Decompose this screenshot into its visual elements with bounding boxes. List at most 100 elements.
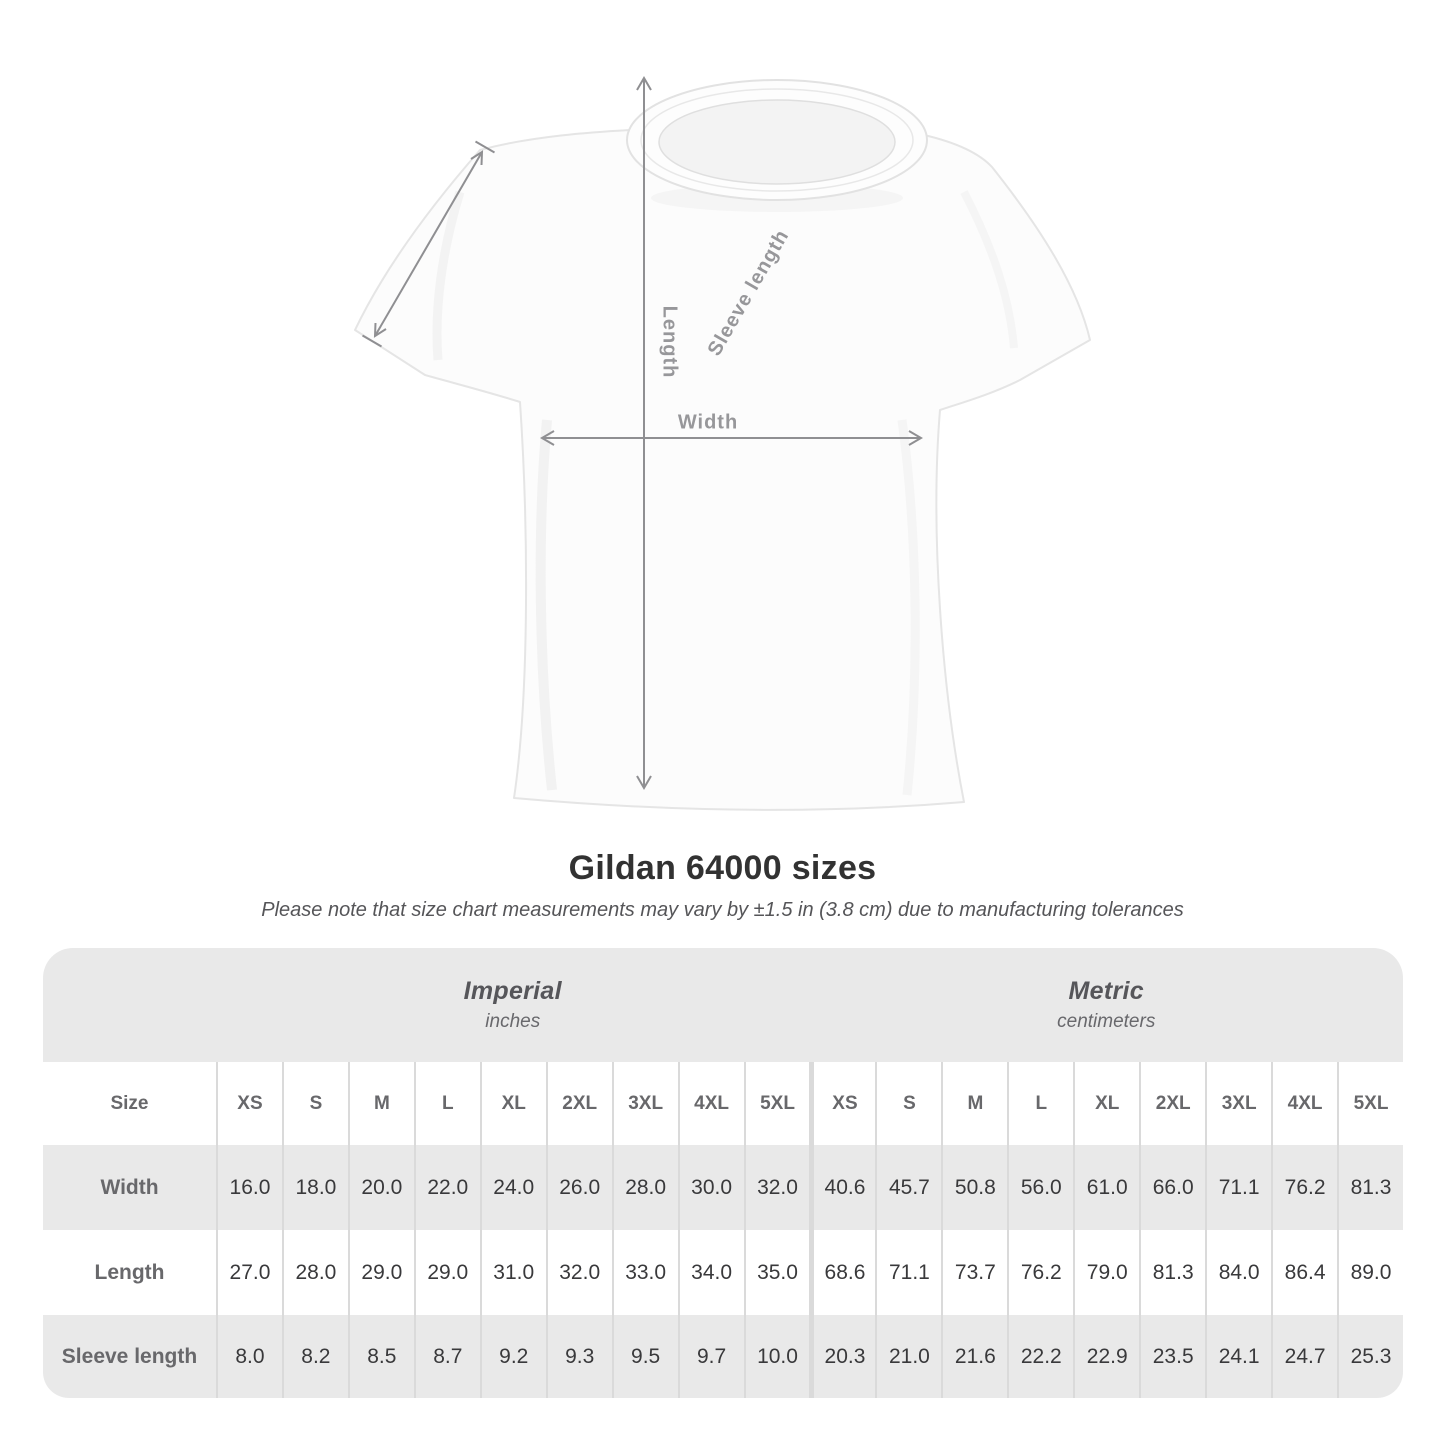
value-width-metric-2xl: 66.0 bbox=[1139, 1145, 1206, 1230]
tshirt-silhouette bbox=[354, 79, 1091, 811]
col-header-metric-5xl: 5XL bbox=[1337, 1062, 1403, 1145]
width-label: Width bbox=[677, 411, 739, 434]
col-header-imperial-4xl: 4XL bbox=[677, 1062, 744, 1145]
collar bbox=[626, 79, 928, 201]
length-arrow bbox=[636, 76, 652, 790]
value-sleeve-length-metric-l: 22.2 bbox=[1007, 1315, 1074, 1398]
value-sleeve-length-metric-m: 21.6 bbox=[941, 1315, 1008, 1398]
value-length-metric-s: 71.1 bbox=[875, 1230, 941, 1315]
value-width-imperial-l: 22.0 bbox=[413, 1145, 480, 1230]
imperial-label: Imperial bbox=[463, 977, 562, 1005]
value-width-metric-xl: 61.0 bbox=[1073, 1145, 1140, 1230]
value-length-imperial-5xl: 35.0 bbox=[743, 1230, 810, 1315]
measurement-arrows bbox=[361, 76, 923, 790]
value-sleeve-length-metric-5xl: 25.3 bbox=[1337, 1315, 1403, 1398]
row-label-length: Length bbox=[94, 1260, 165, 1284]
value-width-imperial-4xl: 30.0 bbox=[677, 1145, 744, 1230]
value-width-imperial-5xl: 32.0 bbox=[743, 1145, 810, 1230]
value-length-metric-5xl: 89.0 bbox=[1337, 1230, 1403, 1315]
width-arrow bbox=[540, 430, 923, 446]
value-sleeve-length-imperial-4xl: 9.7 bbox=[677, 1315, 744, 1398]
value-sleeve-length-imperial-m: 8.5 bbox=[347, 1315, 414, 1398]
value-length-metric-4xl: 86.4 bbox=[1271, 1230, 1337, 1315]
col-header-imperial-3xl: 3XL bbox=[611, 1062, 678, 1145]
sleeve-crease-right bbox=[960, 190, 1018, 349]
col-header-imperial-l: L bbox=[413, 1062, 480, 1145]
col-header-metric-xs: XS bbox=[809, 1062, 875, 1145]
sleeve-arrow bbox=[361, 140, 496, 348]
size-column-header: Size bbox=[110, 1092, 149, 1114]
col-header-imperial-s: S bbox=[281, 1062, 348, 1145]
value-width-metric-m: 50.8 bbox=[941, 1145, 1008, 1230]
tolerance-note: Please note that size chart measurements… bbox=[261, 899, 1184, 921]
value-sleeve-length-metric-3xl: 24.1 bbox=[1205, 1315, 1272, 1398]
value-width-imperial-m: 20.0 bbox=[347, 1145, 414, 1230]
row-label-sleeve-length: Sleeve length bbox=[43, 1315, 216, 1398]
value-length-imperial-m: 29.0 bbox=[347, 1230, 414, 1315]
value-width-metric-l: 56.0 bbox=[1007, 1145, 1074, 1230]
value-width-metric-s: 45.7 bbox=[875, 1145, 942, 1230]
value-width-imperial-s: 18.0 bbox=[281, 1145, 348, 1230]
metric-label: Metric bbox=[1068, 977, 1144, 1005]
value-width-imperial-2xl: 26.0 bbox=[545, 1145, 612, 1230]
value-length-imperial-3xl: 33.0 bbox=[611, 1230, 678, 1315]
value-length-metric-3xl: 84.0 bbox=[1205, 1230, 1271, 1315]
value-width-imperial-xs: 16.0 bbox=[216, 1145, 282, 1230]
value-sleeve-length-imperial-2xl: 9.3 bbox=[545, 1315, 612, 1398]
value-length-imperial-l: 29.0 bbox=[413, 1230, 480, 1315]
col-header-imperial-m: M bbox=[347, 1062, 414, 1145]
value-width-metric-4xl: 76.2 bbox=[1271, 1145, 1338, 1230]
value-length-imperial-xl: 31.0 bbox=[479, 1230, 546, 1315]
value-length-imperial-s: 28.0 bbox=[281, 1230, 348, 1315]
table-corner-spacer bbox=[43, 948, 216, 1062]
value-length-metric-l: 76.2 bbox=[1007, 1230, 1073, 1315]
page-title: Gildan 64000 sizes bbox=[568, 849, 877, 887]
value-length-metric-xl: 79.0 bbox=[1073, 1230, 1139, 1315]
value-width-metric-xs: 40.6 bbox=[809, 1145, 876, 1230]
value-length-metric-m: 73.7 bbox=[941, 1230, 1007, 1315]
col-header-imperial-5xl: 5XL bbox=[743, 1062, 810, 1145]
length-label: Length bbox=[658, 305, 681, 379]
imperial-section-header: Imperial inches bbox=[216, 948, 810, 1062]
value-sleeve-length-metric-xl: 22.9 bbox=[1073, 1315, 1140, 1398]
value-sleeve-length-metric-xs: 20.3 bbox=[809, 1315, 876, 1398]
value-width-imperial-3xl: 28.0 bbox=[611, 1145, 678, 1230]
col-header-metric-xl: XL bbox=[1073, 1062, 1139, 1145]
value-sleeve-length-imperial-3xl: 9.5 bbox=[611, 1315, 678, 1398]
value-sleeve-length-imperial-l: 8.7 bbox=[413, 1315, 480, 1398]
value-sleeve-length-imperial-xl: 9.2 bbox=[479, 1315, 546, 1398]
col-header-metric-4xl: 4XL bbox=[1271, 1062, 1337, 1145]
tshirt-graphic bbox=[354, 76, 1091, 811]
col-header-metric-m: M bbox=[941, 1062, 1007, 1145]
col-header-metric-2xl: 2XL bbox=[1139, 1062, 1205, 1145]
metric-section-header: Metric centimeters bbox=[809, 948, 1403, 1062]
row-label-width: Width bbox=[43, 1145, 216, 1230]
value-length-imperial-4xl: 34.0 bbox=[677, 1230, 744, 1315]
value-sleeve-length-imperial-s: 8.2 bbox=[281, 1315, 348, 1398]
value-length-metric-2xl: 81.3 bbox=[1139, 1230, 1205, 1315]
value-width-metric-3xl: 71.1 bbox=[1205, 1145, 1272, 1230]
col-header-metric-3xl: 3XL bbox=[1205, 1062, 1271, 1145]
body-fold-right bbox=[897, 419, 920, 796]
col-header-imperial-xl: XL bbox=[479, 1062, 546, 1145]
tshirt-diagram: Sleeve length Length Width bbox=[342, 50, 1112, 830]
col-header-imperial-xs: XS bbox=[216, 1062, 282, 1145]
value-sleeve-length-imperial-xs: 8.0 bbox=[216, 1315, 282, 1398]
col-header-metric-s: S bbox=[875, 1062, 941, 1145]
value-width-imperial-xl: 24.0 bbox=[479, 1145, 546, 1230]
value-width-metric-5xl: 81.3 bbox=[1337, 1145, 1403, 1230]
size-grid: Imperial inches Metric centimeters Size X… bbox=[43, 948, 1403, 1398]
value-length-imperial-2xl: 32.0 bbox=[545, 1230, 612, 1315]
value-sleeve-length-imperial-5xl: 10.0 bbox=[743, 1315, 810, 1398]
col-header-imperial-2xl: 2XL bbox=[545, 1062, 612, 1145]
value-length-metric-xs: 68.6 bbox=[809, 1230, 875, 1315]
value-sleeve-length-metric-s: 21.0 bbox=[875, 1315, 942, 1398]
value-sleeve-length-metric-4xl: 24.7 bbox=[1271, 1315, 1338, 1398]
sleeve-crease-left bbox=[432, 190, 465, 361]
value-length-imperial-xs: 27.0 bbox=[216, 1230, 282, 1315]
body-fold-left bbox=[535, 419, 557, 791]
metric-unit-label: centimeters bbox=[1057, 1011, 1156, 1032]
size-chart-table: Imperial inches Metric centimeters Size X… bbox=[43, 948, 1403, 1398]
imperial-unit-label: inches bbox=[485, 1011, 541, 1032]
